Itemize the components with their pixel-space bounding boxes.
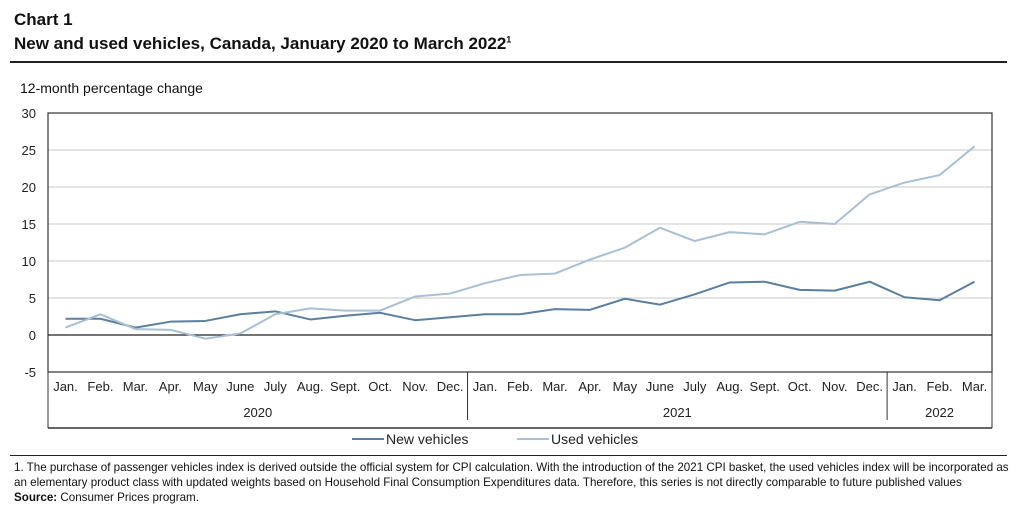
series-line-new-vehicles [65,280,975,329]
x-tick-label: Jan. [473,379,498,394]
x-tick-label: Feb. [927,379,953,394]
x-tick-label: Dec. [437,379,464,394]
line-chart: 30 25 20 15 10 5 0 -5 Jan. Feb. Mar. Apr. May June Jul… [22,106,993,447]
x-tick-label: Feb. [507,379,533,394]
x-tick-label: Apr. [578,379,601,394]
x-tick-label: July [683,379,707,394]
y-tick-label: 15 [22,217,36,232]
x-tick-label: Sept. [750,379,780,394]
x-tick-label: July [264,379,288,394]
plot-frame [47,112,993,373]
x-tick-label: Oct. [788,379,812,394]
footnote-1: 1. The purchase of passenger vehicles in… [14,461,1009,489]
x-tick-label: June [646,379,674,394]
footnote-rule [10,455,1007,456]
x-tick-label: Mar. [962,379,987,394]
y-tick-label: 25 [22,143,36,158]
year-label: 2021 [663,405,692,420]
y-tick-label: 20 [22,180,36,195]
y-axis-label: 12-month percentage change [20,80,203,96]
legend-label: New vehicles [386,431,468,447]
footnote-marker: 1 [506,34,512,45]
chart-title-text: New and used vehicles, Canada, January 2… [14,34,507,53]
x-tick-label: Jan. [892,379,917,394]
x-tick-label: Mar. [542,379,567,394]
y-tick-label: -5 [24,365,36,380]
x-tick-label: Apr. [159,379,182,394]
year-label: 2020 [243,405,272,420]
x-tick-label: Feb. [87,379,113,394]
source-label: Source: [14,491,58,504]
x-tick-label: Oct. [368,379,392,394]
x-tick-label: May [193,379,218,394]
x-tick-label: June [226,379,254,394]
y-tick-label: 0 [29,328,36,343]
x-tick-label: Aug. [716,379,743,394]
source-line: Source: Consumer Prices program. [14,490,1014,505]
x-tick-label: Dec. [856,379,883,394]
y-tick-label: 30 [22,106,36,121]
x-tick-label: Sept. [330,379,360,394]
title-rule [10,61,1007,63]
chart-number: Chart 1 [14,10,73,29]
year-label: 2022 [925,405,954,420]
x-tick-label: Jan. [53,379,78,394]
x-tick-label: Aug. [297,379,324,394]
y-tick-label: 5 [29,291,36,306]
source-text: Consumer Prices program. [60,491,199,504]
y-tick-label: 10 [22,254,36,269]
x-tick-label: Nov. [402,379,428,394]
x-tick-label: May [613,379,638,394]
footnotes: 1. The purchase of passenger vehicles in… [14,460,1014,505]
chart-title: New and used vehicles, Canada, January 2… [14,34,511,54]
series-line-used-vehicles [65,145,976,340]
x-tick-label: Mar. [123,379,148,394]
legend-label: Used vehicles [551,431,638,447]
x-tick-label: Nov. [822,379,848,394]
